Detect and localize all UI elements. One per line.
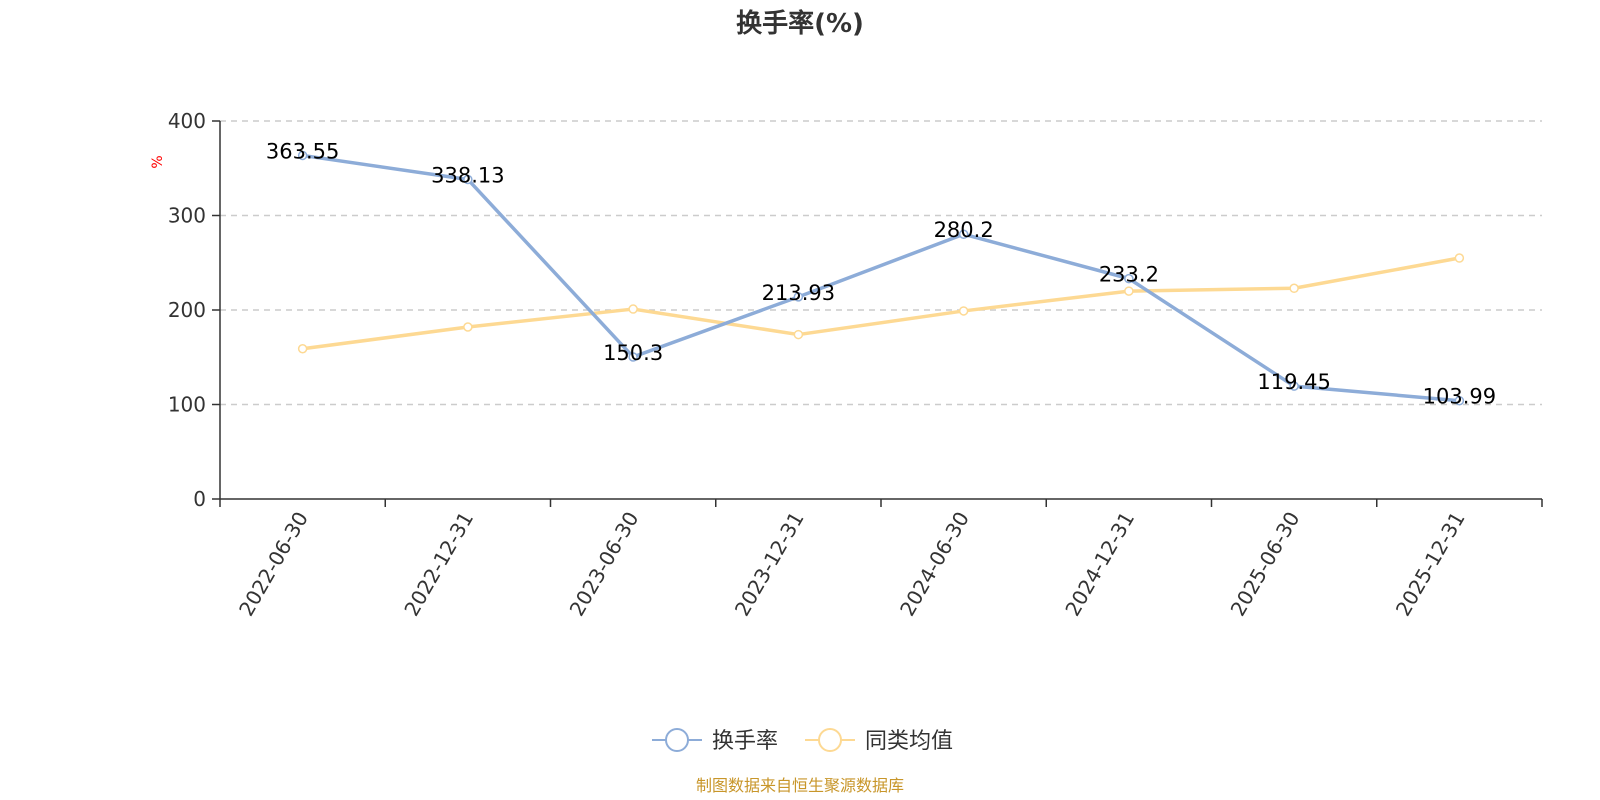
legend-label: 同类均值 (865, 729, 953, 754)
x-tick-label: 2023-06-30 (565, 508, 644, 621)
x-tick-label: 2022-06-30 (234, 508, 313, 621)
data-point (1124, 273, 1134, 284)
x-tick-label: 2022-12-31 (399, 508, 478, 621)
y-tick-label: 100 (168, 393, 206, 417)
legend-label: 换手率 (712, 729, 778, 754)
data-label: 103.99 (1423, 385, 1496, 409)
y-tick-label: 0 (193, 487, 206, 511)
x-tick-label: 2023-12-31 (730, 508, 809, 621)
grid-lines (220, 120, 1542, 406)
x-tick-label: 2025-06-30 (1226, 508, 1305, 621)
x-tick-label: 2025-12-31 (1391, 508, 1470, 621)
legend[interactable]: 换手率 同类均值 (652, 728, 953, 754)
data-point (958, 229, 969, 239)
data-labels: 363.55 338.13 150.3 213.93 280.2 233.2 119.45 1… (266, 139, 1496, 408)
data-point (1289, 381, 1299, 391)
data-point (1124, 286, 1134, 296)
data-label: 233.2 (1099, 263, 1159, 287)
x-tick-label: 2024-12-31 (1060, 508, 1139, 621)
legend-marker-icon (818, 728, 842, 752)
data-point (958, 306, 969, 316)
data-label: 119.45 (1257, 370, 1330, 394)
data-point (1289, 283, 1299, 294)
data-point (793, 329, 804, 340)
data-point (793, 292, 804, 302)
data-point (1454, 253, 1465, 263)
x-tick-label: 2024-06-30 (895, 508, 974, 621)
legend-item-turnover[interactable]: 换手率 (652, 728, 778, 754)
axes: 0 100 200 300 400 2022-06-30 2022-12-31 2023-06… (168, 109, 1543, 621)
legend-item-peer-average[interactable]: 同类均值 (805, 728, 953, 754)
chart-title: 换手率(%) (736, 8, 864, 39)
data-label: 338.13 (431, 163, 504, 187)
data-label: 363.55 (266, 139, 339, 163)
data-point (628, 304, 638, 314)
y-tick-label: 300 (168, 204, 206, 228)
data-point (297, 150, 308, 161)
legend-marker-icon (665, 728, 689, 752)
data-point (628, 352, 638, 362)
series-line-peer-average (300, 256, 1462, 351)
y-tick-label: 400 (168, 109, 206, 133)
source-note: 制图数据来自恒生聚源数据库 (696, 776, 904, 795)
data-point (463, 174, 473, 185)
y-tick-label: 200 (168, 298, 206, 322)
series-line-turnover (300, 153, 1462, 403)
data-point (1454, 395, 1465, 406)
data-label: 280.2 (934, 218, 994, 242)
data-point (463, 322, 473, 332)
data-label: 150.3 (603, 341, 663, 365)
data-point (297, 343, 308, 354)
data-label: 213.93 (762, 281, 835, 305)
series-lines (297, 150, 1465, 406)
y-axis-unit-label: % (150, 155, 166, 168)
